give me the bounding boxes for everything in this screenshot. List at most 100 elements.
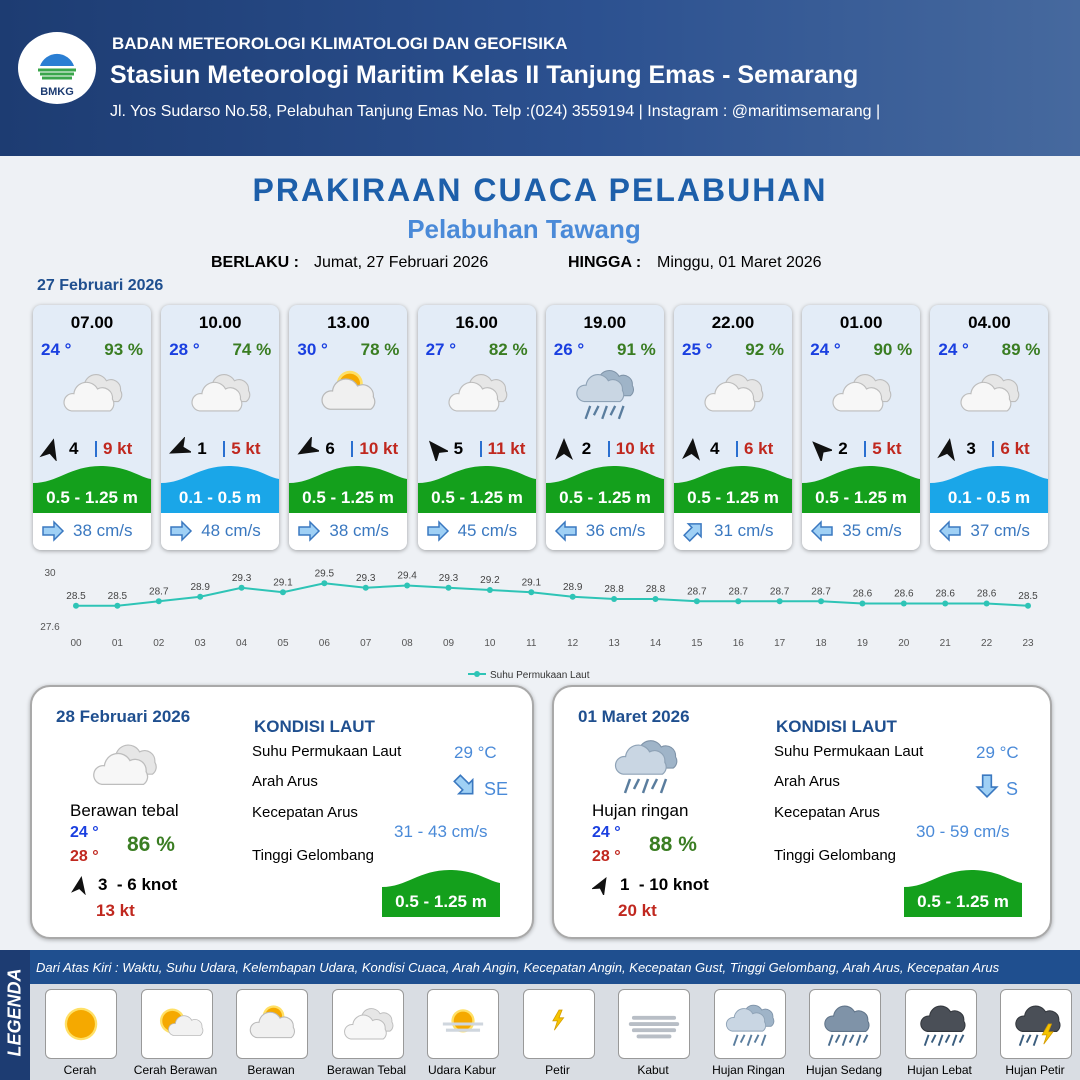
- sst-value-label: 29.2: [480, 575, 500, 586]
- sst-value-label: 28.5: [66, 591, 86, 602]
- daily-panel: 28 Februari 2026 Berawan tebal 24 ° 28 ° 86 …: [30, 685, 534, 939]
- station-name: Stasiun Meteorologi Maritim Kelas II Tan…: [110, 61, 859, 89]
- forecast-card: 04.00 24 ° 89 % 3 6 kt 0.1 - 0.5 m 37 cm/s: [930, 305, 1049, 550]
- sst-value-label: 28.6: [853, 589, 873, 600]
- wave-height: 0.5 - 1.25 m: [559, 488, 651, 507]
- sst-point: [238, 584, 245, 591]
- current-arrow: [298, 520, 321, 542]
- icon-shape: [832, 381, 884, 412]
- wave-shape: [417, 465, 536, 513]
- current-arrow: [975, 774, 999, 798]
- x-tick-label: 15: [691, 638, 703, 649]
- time: 13.00: [327, 313, 370, 332]
- wind-arrow: [428, 440, 448, 461]
- temp-max: 28 °: [70, 848, 99, 865]
- logo-mark: [38, 53, 76, 80]
- gust: 9 kt: [103, 439, 133, 458]
- logo-text: BMKG: [40, 86, 74, 98]
- separator: [95, 441, 97, 457]
- forecast-card: 10.00 28 ° 74 % 1 5 kt 0.1 - 0.5 m 48 cm/s: [161, 305, 280, 550]
- time: 01.00: [839, 313, 883, 332]
- icon-shape: [63, 381, 115, 412]
- legend-item-label: Cerah Berawan: [133, 1063, 218, 1077]
- icon-shape: [191, 381, 243, 412]
- gust: 6 kt: [744, 439, 774, 458]
- current-arrow: [811, 520, 833, 542]
- icon-shape: [93, 752, 149, 786]
- current-arrow-shape: [298, 520, 321, 542]
- wave-height: 0.5 - 1.25 m: [303, 488, 395, 507]
- wind-arrow: [297, 437, 320, 455]
- wave-height: 0.5 - 1.25 m: [395, 892, 487, 911]
- valid-until: Minggu, 01 Maret 2026: [657, 254, 822, 271]
- icon-shape: [827, 1034, 834, 1047]
- legend-icon: [442, 1009, 484, 1033]
- weather-icon: [704, 374, 764, 412]
- x-tick-label: 00: [70, 638, 82, 649]
- icon-shape: [1015, 1005, 1061, 1032]
- air-temp: 27 °: [425, 340, 457, 359]
- legend-icon: [551, 1009, 564, 1031]
- sst-point: [404, 582, 411, 589]
- legend-icon: [725, 1004, 774, 1047]
- legend-icon: [919, 1005, 966, 1047]
- humidity: 74 %: [232, 340, 272, 359]
- legend-icon: [628, 1015, 680, 1039]
- weather-icon: [832, 374, 892, 412]
- legend-icon: [64, 1007, 98, 1041]
- sst-point: [321, 580, 328, 587]
- current-speed: 38 cm/s: [329, 521, 389, 540]
- current-arrow-shape: [811, 520, 833, 542]
- x-tick-label: 03: [195, 638, 207, 649]
- time: 10.00: [198, 313, 242, 332]
- wave-shape: [904, 869, 1022, 917]
- panel-date: 01 Maret 2026: [578, 707, 690, 726]
- air-temp: 24 °: [938, 340, 969, 359]
- icon-shape: [1025, 1034, 1032, 1044]
- humidity: 82 %: [488, 340, 528, 359]
- weather-icon: [448, 374, 507, 412]
- icon-shape: [960, 381, 1012, 412]
- current-speed: 37 cm/s: [970, 521, 1030, 540]
- current-arrow-shape: [426, 520, 449, 542]
- temp-max: 28 °: [592, 848, 621, 865]
- icon-shape: [67, 1010, 95, 1038]
- separator: [223, 441, 226, 457]
- temp-min: 24 °: [70, 824, 99, 841]
- current-speed: 48 cm/s: [201, 521, 261, 540]
- sst-value-label: 29.1: [522, 577, 542, 588]
- x-tick-label: 05: [277, 638, 289, 649]
- separator: [351, 441, 354, 457]
- panel-date: 28 Februari 2026: [56, 707, 191, 726]
- legend-item-label: Petir: [545, 1063, 570, 1077]
- sst-point: [486, 587, 493, 593]
- icon-shape: [1041, 1023, 1054, 1045]
- logo: BMKG: [18, 32, 96, 104]
- icon-shape: [167, 1015, 203, 1036]
- weather-icon: [93, 744, 157, 786]
- air-temp: 30 °: [297, 340, 328, 359]
- time: 22.00: [711, 313, 755, 332]
- wind: 1 - 10 knot: [620, 875, 709, 894]
- x-tick-label: 10: [484, 638, 496, 649]
- icon-shape: [1018, 1034, 1025, 1047]
- wind-arrow-head: [554, 438, 573, 460]
- legend-icon-box: [331, 989, 404, 1059]
- wind-speed: 3: [966, 439, 976, 458]
- y-tick-label: 30: [44, 568, 56, 579]
- legend-note: Dari Atas Kiri : Waktu, Suhu Udara, Kele…: [36, 960, 1000, 975]
- wind-arrow-head: [812, 441, 833, 461]
- wind-speed: 1: [197, 439, 207, 458]
- legend-item-label: Hujan Ringan: [712, 1063, 785, 1077]
- icon-shape: [958, 1034, 964, 1044]
- sst-point: [445, 584, 452, 591]
- icon-shape: [930, 1034, 936, 1044]
- forecast-card: 13.00 30 ° 78 % 6 10 kt 0.5 - 1.25 m 38 cm/s: [289, 305, 408, 550]
- sst-value-label: 29.3: [439, 573, 459, 584]
- forecast-card: 22.00 25 ° 92 % 4 6 kt 0.5 - 1.25 m 31 cm/s: [674, 305, 792, 550]
- current-speed: 45 cm/s: [457, 521, 518, 540]
- y-tick-label: 27.6: [40, 622, 60, 633]
- current-speed: 31 cm/s: [714, 521, 774, 540]
- weather-icon: [614, 740, 678, 794]
- x-tick-label: 21: [940, 638, 952, 649]
